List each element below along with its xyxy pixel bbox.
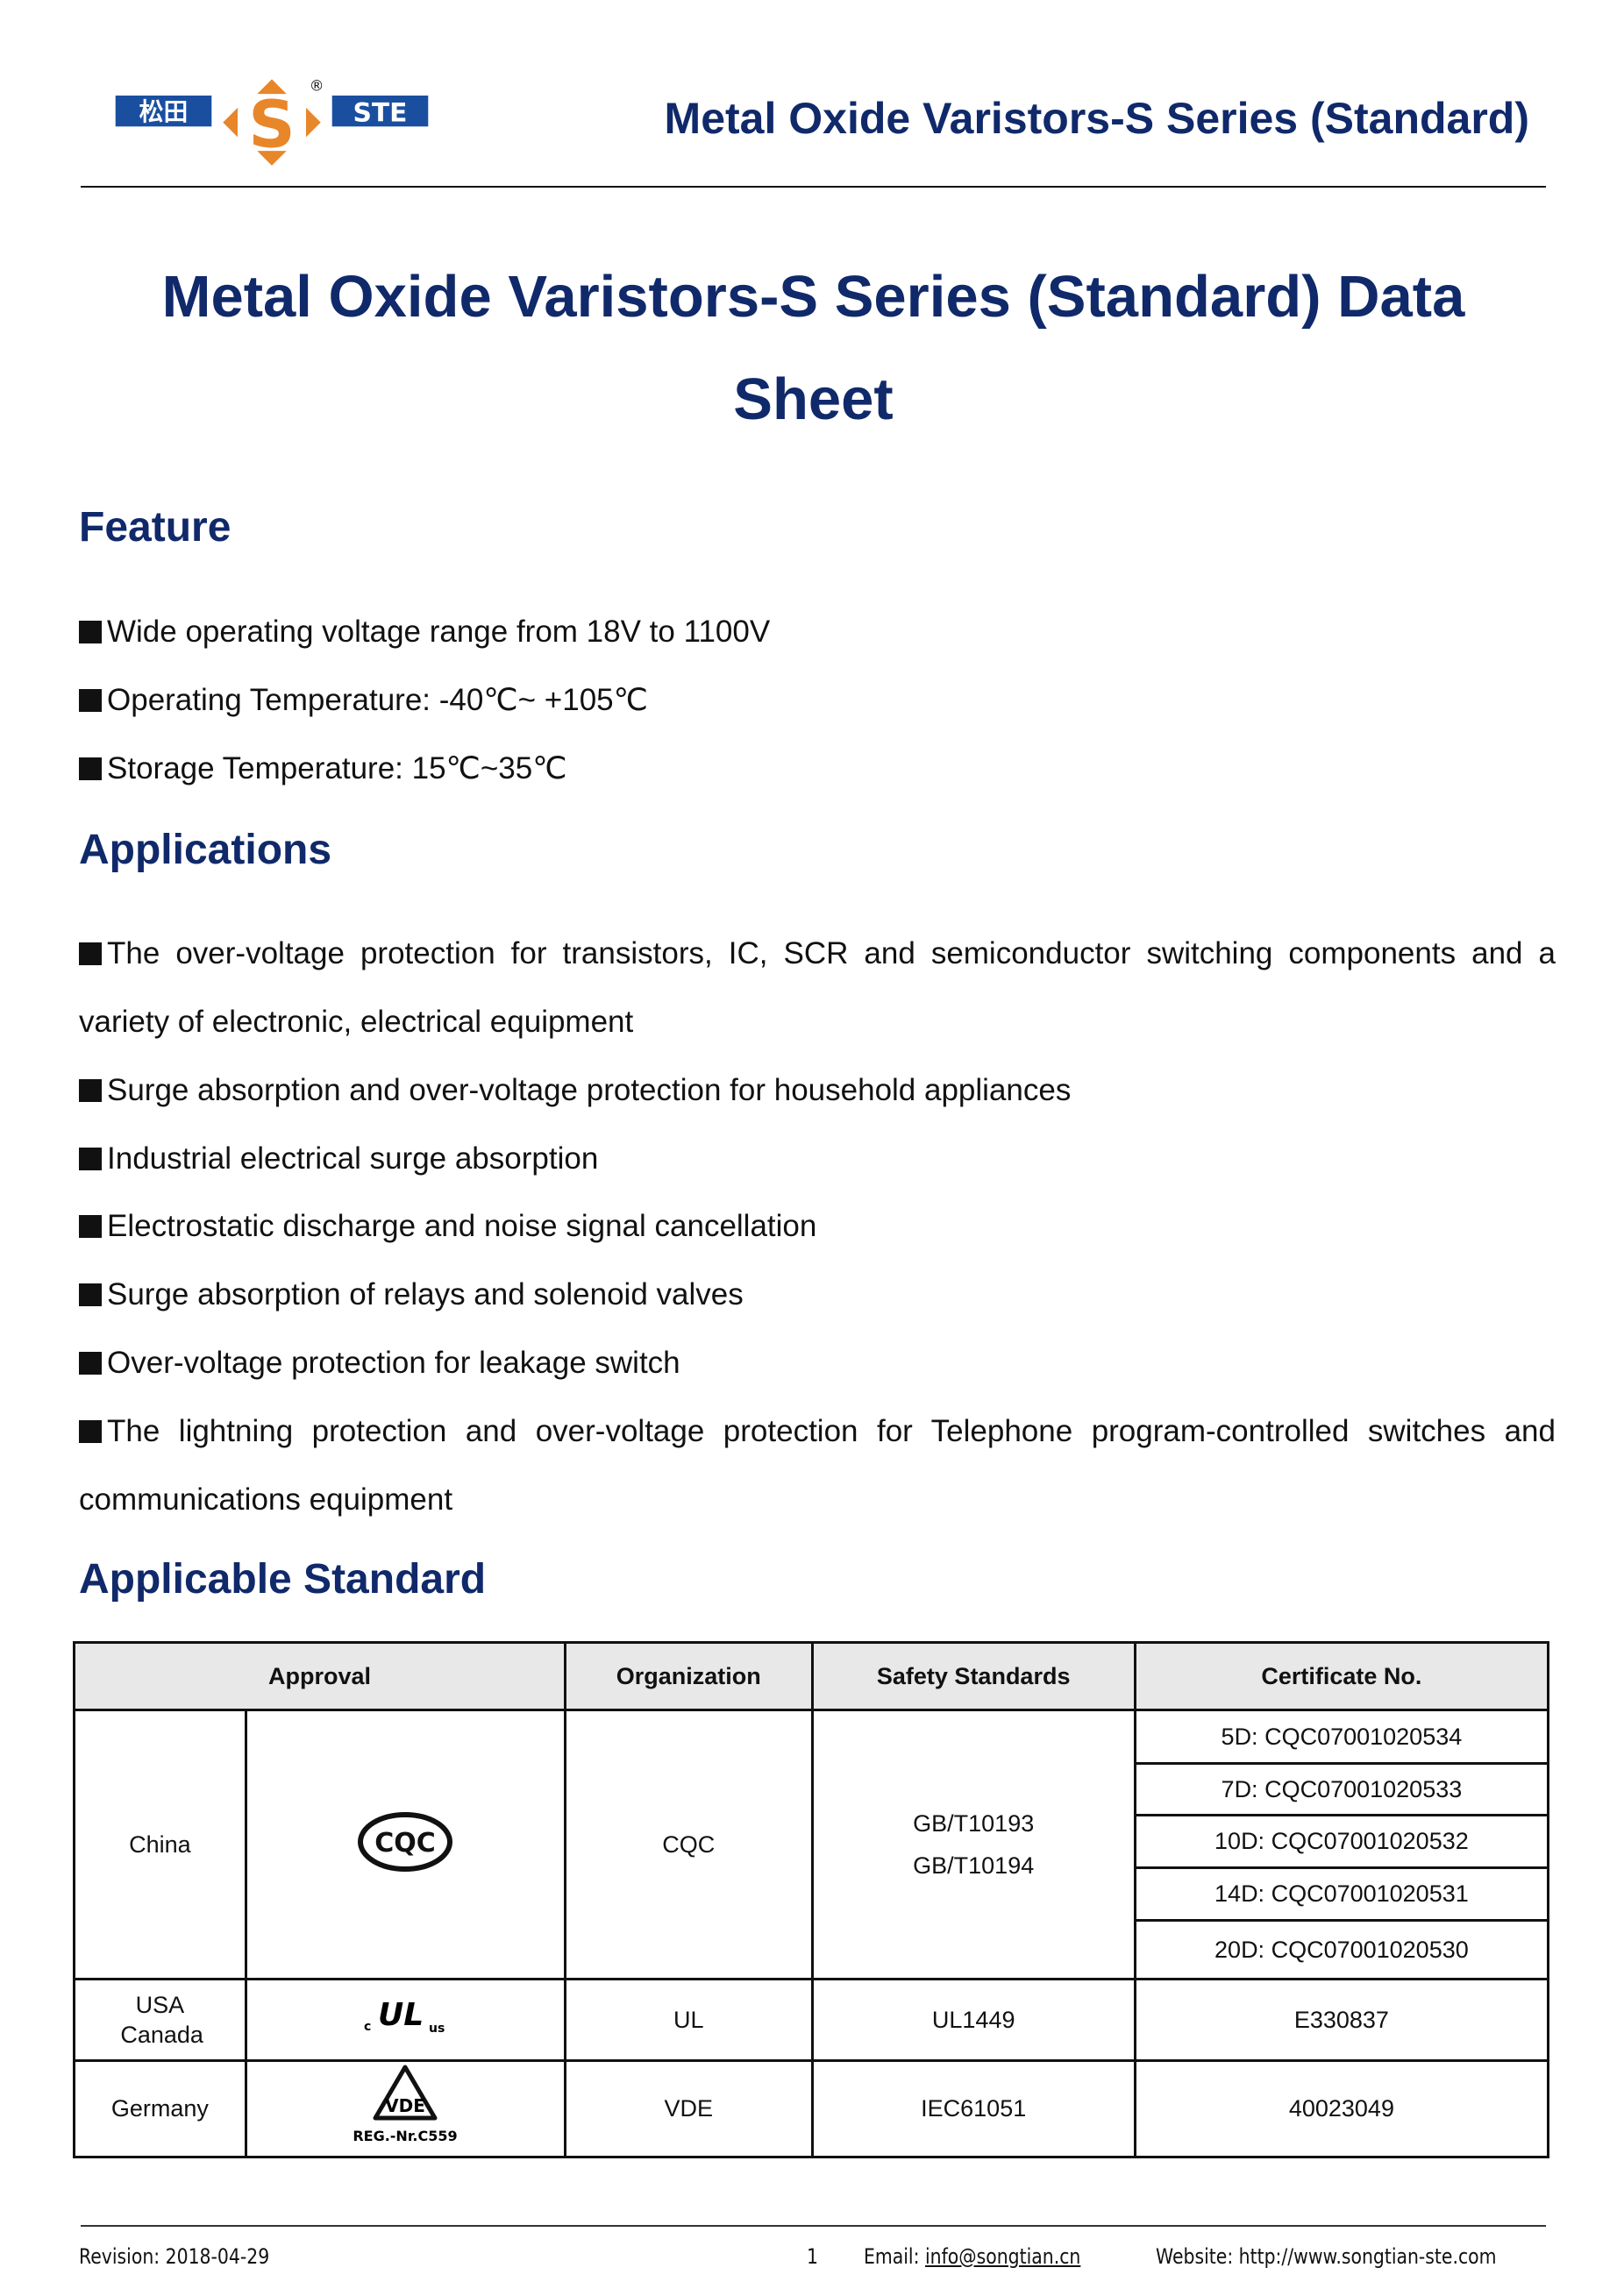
- footer-website: Website: http://www.songtian-ste.com: [1156, 2244, 1497, 2269]
- page-title: Metal Oxide Varistors-S Series (Standard…: [161, 264, 1465, 432]
- application-item: Industrial electrical surge absorption: [79, 1125, 598, 1193]
- header-divider: [81, 186, 1546, 188]
- standards-cell: IEC61051: [810, 2059, 1136, 2158]
- bullet-square-icon: [79, 942, 102, 965]
- feature-item: Operating Temperature: -40℃~ +105℃: [79, 666, 648, 735]
- table-header-row: Approval Organization Safety Standards C…: [73, 1641, 1550, 1711]
- standards-cell: UL1449: [810, 1978, 1136, 2062]
- svg-text:VDE: VDE: [385, 2095, 425, 2116]
- standards-cell: GB/T10193 GB/T10194: [810, 1709, 1136, 1980]
- ul-mark: c UL us: [244, 1978, 566, 2062]
- cqc-mark: CQC: [244, 1709, 566, 1980]
- cqc-logo-icon: CQC: [358, 1811, 453, 1872]
- organization-cell: VDE: [563, 2059, 814, 2158]
- page-number: 1: [807, 2244, 818, 2269]
- footer-email: Email: info@songtian.cn: [864, 2244, 1081, 2269]
- country-cell: Germany: [73, 2059, 247, 2158]
- svg-text:c: c: [364, 2020, 371, 2034]
- cul-us-logo-icon: c UL us: [364, 1997, 445, 2036]
- svg-text:UL: UL: [378, 1997, 424, 2033]
- svg-text:®: ®: [310, 76, 324, 94]
- bullet-square-icon: [79, 1079, 102, 1102]
- certificate-cell: E330837: [1133, 1978, 1550, 2062]
- col-safety-standards: Safety Standards: [810, 1641, 1136, 1711]
- organization-cell: CQC: [563, 1709, 814, 1980]
- feature-heading: Feature: [79, 504, 231, 551]
- bullet-square-icon: [79, 1420, 102, 1443]
- certificate-cell: 5D: CQC07001020534: [1133, 1709, 1550, 1765]
- svg-text:STE: STE: [353, 98, 408, 129]
- feature-item: Wide operating voltage range from 18V to…: [79, 598, 770, 666]
- col-certificate: Certificate No.: [1133, 1641, 1550, 1711]
- svg-text:松田: 松田: [139, 97, 189, 126]
- col-organization: Organization: [563, 1641, 814, 1711]
- songtian-ste-logo: 松田 S ® STE: [115, 76, 429, 166]
- certificate-cell: 14D: CQC07001020531: [1133, 1866, 1550, 1922]
- applicable-standard-heading: Applicable Standard: [79, 1556, 487, 1603]
- bullet-square-icon: [79, 1352, 102, 1375]
- bullet-square-icon: [79, 621, 102, 643]
- table-row: China CQC CQC GB/T10193 GB/T10194 5D: CQC…: [73, 1709, 1550, 1980]
- table-row: Germany VDE REG.-Nr.C559 VDE IEC61051 400…: [73, 2059, 1550, 2158]
- table-row: USA Canada c UL us UL UL1449 E330837: [73, 1978, 1550, 2062]
- certificate-cell: 10D: CQC07001020532: [1133, 1814, 1550, 1869]
- application-item: Electrostatic discharge and noise signal…: [79, 1192, 816, 1261]
- bullet-square-icon: [79, 1283, 102, 1306]
- svg-text:CQC: CQC: [375, 1828, 437, 1859]
- country-cell: USA Canada: [73, 1978, 247, 2062]
- revision-text: Revision: 2018-04-29: [79, 2244, 270, 2269]
- vde-mark: VDE REG.-Nr.C559: [244, 2059, 566, 2158]
- certificate-cell: 20D: CQC07001020530: [1133, 1919, 1550, 1980]
- header-title: Metal Oxide Varistors-S Series (Standard…: [664, 94, 1529, 143]
- vde-logo-icon: VDE REG.-Nr.C559: [353, 2065, 458, 2144]
- email-link[interactable]: info@songtian.cn: [924, 2244, 1081, 2269]
- svg-text:us: us: [429, 2022, 445, 2036]
- application-item: Surge absorption of relays and solenoid …: [79, 1261, 744, 1329]
- standards-table: Approval Organization Safety Standards C…: [73, 1641, 1550, 2158]
- feature-item: Storage Temperature: 15℃~35℃: [79, 735, 567, 803]
- col-approval: Approval: [73, 1641, 566, 1711]
- application-item: The lightning protection and over-voltag…: [79, 1414, 1556, 1517]
- country-cell: China: [73, 1709, 247, 1980]
- application-item: Over-voltage protection for leakage swit…: [79, 1329, 680, 1397]
- svg-text:S: S: [248, 87, 296, 163]
- footer-divider: [81, 2225, 1546, 2227]
- certificate-cell: 7D: CQC07001020533: [1133, 1762, 1550, 1816]
- applications-heading: Applications: [79, 827, 332, 873]
- bullet-square-icon: [79, 1148, 102, 1170]
- application-item: The over-voltage protection for transist…: [79, 936, 1556, 1039]
- certificate-cell: 40023049: [1133, 2059, 1550, 2158]
- bullet-square-icon: [79, 757, 102, 780]
- svg-text:REG.-Nr.C559: REG.-Nr.C559: [353, 2128, 458, 2144]
- bullet-square-icon: [79, 689, 102, 712]
- application-item: Surge absorption and over-voltage protec…: [79, 1056, 1071, 1125]
- organization-cell: UL: [563, 1978, 814, 2062]
- bullet-square-icon: [79, 1215, 102, 1238]
